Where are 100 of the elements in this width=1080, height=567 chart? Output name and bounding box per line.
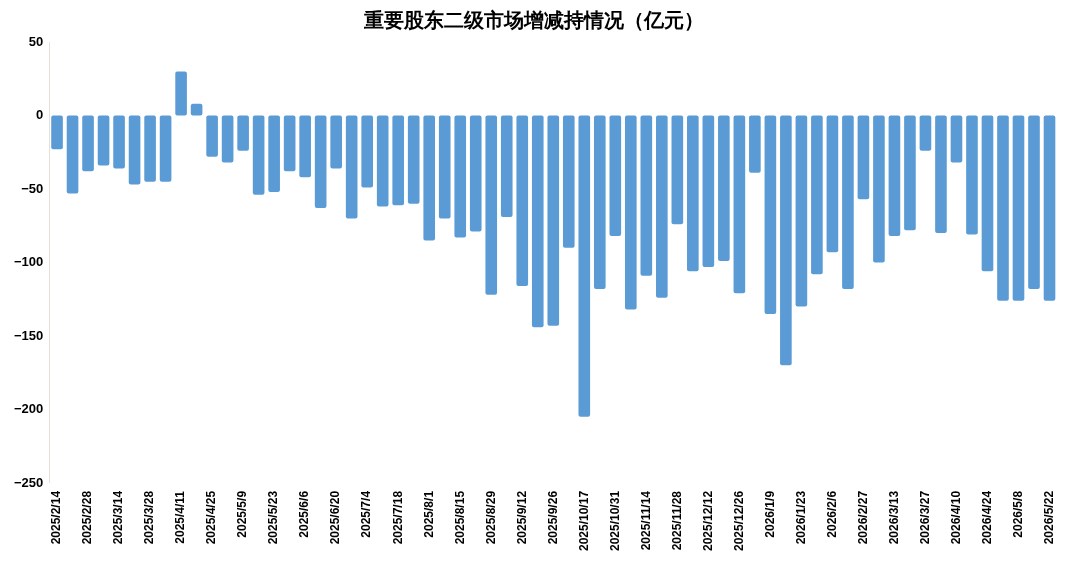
x-tick-label: 2025/4/25 xyxy=(204,490,219,545)
x-tick-label: 2025/6/6 xyxy=(297,490,312,538)
bar xyxy=(904,115,916,231)
y-tick-label: −150 xyxy=(13,327,44,343)
bar xyxy=(252,115,265,195)
bar xyxy=(423,115,436,241)
x-tick-label: 2025/11/14 xyxy=(638,490,653,551)
bar xyxy=(221,115,234,163)
bar xyxy=(733,115,746,294)
x-tick-label: 2026/4/10 xyxy=(948,490,963,545)
x-tick-label: 2025/12/26 xyxy=(731,490,746,551)
bar xyxy=(237,115,249,151)
bar xyxy=(795,115,808,307)
bar xyxy=(283,115,296,172)
bar xyxy=(702,115,715,267)
x-tick-label: 2025/9/12 xyxy=(514,490,529,545)
bar xyxy=(531,115,544,328)
bar xyxy=(656,115,668,298)
bar xyxy=(547,115,560,326)
bar xyxy=(966,115,978,235)
bar xyxy=(749,115,761,173)
bar xyxy=(1012,115,1025,301)
x-tick-label: 2026/3/27 xyxy=(917,490,932,545)
bar xyxy=(500,115,513,217)
x-tick-label: 2025/8/29 xyxy=(483,490,498,545)
x-tick-label: 2025/2/14 xyxy=(49,490,64,545)
bar xyxy=(175,71,187,116)
x-tick-label: 2025/12/12 xyxy=(700,490,715,551)
bar xyxy=(392,115,405,206)
x-tick-label: 2025/7/18 xyxy=(390,490,405,545)
bar xyxy=(66,115,79,194)
x-tick-label: 2026/3/13 xyxy=(886,490,901,545)
bar xyxy=(345,115,358,219)
bar xyxy=(516,115,529,286)
x-tick-label: 2025/5/9 xyxy=(235,490,250,538)
x-tick-label: 2026/1/23 xyxy=(793,490,808,545)
bar xyxy=(454,115,467,238)
x-tick-label: 2026/2/6 xyxy=(824,490,839,538)
x-tick-label: 2025/5/23 xyxy=(266,490,281,545)
bar xyxy=(330,115,342,169)
bar xyxy=(624,115,637,310)
x-tick-label: 2025/4/11 xyxy=(173,490,188,544)
x-tick-label: 2025/10/17 xyxy=(576,490,591,551)
bar xyxy=(128,115,141,185)
bar xyxy=(842,115,854,289)
bar xyxy=(919,115,932,151)
x-tick-label: 2026/5/22 xyxy=(1041,490,1056,545)
bar xyxy=(857,115,870,200)
bar xyxy=(780,115,792,366)
bar xyxy=(485,115,498,295)
bar xyxy=(578,115,591,417)
x-tick-label: 2025/11/28 xyxy=(669,490,684,551)
x-tick-label: 2025/2/28 xyxy=(80,490,95,545)
bar xyxy=(562,115,575,248)
bar xyxy=(873,115,885,263)
bar xyxy=(97,115,110,166)
y-tick-label: −200 xyxy=(13,401,44,417)
bar xyxy=(144,115,156,182)
bar xyxy=(314,115,327,209)
bar xyxy=(935,115,947,234)
x-tick-label: 2025/8/1 xyxy=(421,490,436,538)
x-tick-label: 2026/1/9 xyxy=(762,490,777,538)
bar xyxy=(1043,115,1056,301)
y-tick-label: 0 xyxy=(36,107,44,123)
y-tick-label: 50 xyxy=(28,33,44,49)
bar xyxy=(811,115,823,275)
bar xyxy=(687,115,699,272)
bar xyxy=(407,115,420,204)
x-tick-label: 2026/2/27 xyxy=(855,490,870,545)
bar xyxy=(888,115,901,237)
x-tick-label: 2025/3/28 xyxy=(142,490,157,545)
bar xyxy=(593,115,606,289)
bar xyxy=(268,115,280,192)
bar xyxy=(1028,115,1040,289)
chart-title: 重要股东二级市场增减持情况（亿元） xyxy=(363,8,704,33)
bar xyxy=(206,115,218,157)
x-tick-label: 2025/6/20 xyxy=(328,490,343,545)
y-tick-label: −250 xyxy=(13,474,44,490)
bar xyxy=(376,115,389,207)
x-tick-label: 2025/10/31 xyxy=(607,490,622,551)
x-tick-label: 2026/4/24 xyxy=(979,490,994,545)
bar xyxy=(159,115,172,182)
x-tick-label: 2025/8/15 xyxy=(452,490,467,545)
bar xyxy=(469,115,482,232)
y-tick-label: −50 xyxy=(21,180,44,196)
bar xyxy=(113,115,125,169)
bar xyxy=(82,115,94,172)
bar xyxy=(671,115,684,225)
bar xyxy=(718,115,730,261)
bar xyxy=(190,103,203,116)
x-tick-label: 2025/3/14 xyxy=(111,490,126,545)
bar xyxy=(950,115,963,163)
x-tick-label: 2026/5/8 xyxy=(1010,490,1025,538)
bar xyxy=(981,115,994,272)
bar xyxy=(764,115,777,314)
bar xyxy=(640,115,653,276)
bar xyxy=(826,115,839,253)
bar xyxy=(361,115,373,188)
bar xyxy=(438,115,451,219)
bar xyxy=(997,115,1009,301)
